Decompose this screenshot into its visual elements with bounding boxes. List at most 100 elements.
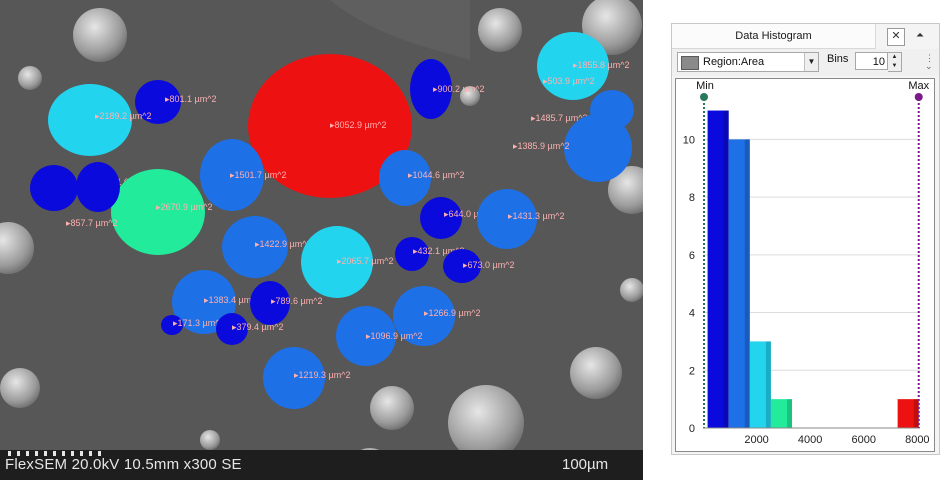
histogram-bar[interactable] [897, 399, 919, 428]
x-tick-label: 4000 [798, 434, 822, 446]
scale-tick [35, 451, 38, 456]
bins-input[interactable]: 10 [855, 52, 888, 70]
grain-region[interactable] [420, 197, 462, 239]
grain-region[interactable] [172, 270, 236, 334]
grain-overlays: ▸801.1 µm^2 ▸8052.9 µm^2 ▸900.2 µm^2 ▸1855.… [30, 32, 634, 409]
grain-region[interactable] [336, 306, 396, 366]
scale-tick [8, 451, 11, 456]
scale-label: 100µm [562, 456, 609, 473]
max-label: Max [908, 80, 929, 92]
panel-title: Data Histogram [672, 24, 876, 49]
x-tick-label: 2000 [744, 434, 768, 446]
min-handle[interactable] [700, 93, 708, 101]
grain-area-label: ▸900.2 µm^2 [433, 84, 484, 94]
grain-area-label: ▸2670.9 µm^2 [156, 202, 212, 212]
grain-region[interactable] [395, 237, 429, 271]
histogram-bar-shade [913, 399, 919, 428]
region-select[interactable]: Region:Area ▼ [677, 52, 819, 72]
grain-region[interactable] [161, 315, 183, 335]
histogram-bar-shade [787, 399, 793, 428]
grain-region[interactable] [30, 165, 78, 211]
y-tick-label: 2 [689, 365, 695, 377]
grain-area-label: ▸1096.9 µm^2 [366, 331, 422, 341]
y-tick-label: 0 [689, 423, 695, 435]
grain-region[interactable] [393, 286, 455, 346]
grain-region[interactable] [135, 80, 181, 124]
grain-area-label: ▸1485.7 µm^2 [531, 113, 587, 123]
grain-region[interactable] [477, 189, 537, 249]
grain-area-label: ▸432.1 µm^2 [413, 246, 464, 256]
grain-area-label: ▸1266.9 µm^2 [424, 308, 480, 318]
scale-tick [53, 451, 56, 456]
grain-region[interactable] [200, 139, 264, 211]
grain-region[interactable] [216, 313, 248, 345]
histogram-bar[interactable] [728, 139, 750, 428]
grain-area-label: ▸1383.4 µm^2 [204, 295, 260, 305]
chevron-down-icon[interactable]: ▼ [804, 53, 818, 71]
grain-region[interactable] [379, 150, 431, 206]
grain-region[interactable] [76, 162, 120, 212]
y-tick-label: 4 [689, 308, 695, 320]
grain-area-label: ▸2189.2 µm^2 [95, 111, 151, 121]
grain-area-label: ▸644.0 µm^2 [444, 209, 495, 219]
grain-region[interactable] [443, 249, 481, 283]
grain-area-label: ▸1431.3 µm^2 [508, 211, 564, 221]
grain-area-label: ▸2065.7 µm^2 [337, 256, 393, 266]
grain-area-label: ▸1385.9 µm^2 [513, 141, 569, 151]
grain-area-label: ▸857.7 µm^2 [66, 218, 117, 228]
histogram-svg: 0 2 4 6 8 10 2000 4000 6000 8000 Min Max [683, 80, 930, 446]
grain-region[interactable] [48, 84, 132, 156]
scale-tick [89, 451, 92, 456]
grain-area-label: ▸801.1 µm^2 [165, 94, 216, 104]
histogram-bar[interactable] [707, 110, 729, 429]
grain-area-label: ▸789.6 µm^2 [271, 296, 322, 306]
bins-spinner[interactable]: ▲ ▼ [888, 52, 902, 72]
bins-label: Bins [827, 53, 849, 65]
histogram-bar[interactable] [749, 341, 771, 428]
histogram-bar-shade [765, 341, 771, 428]
grain-region[interactable] [248, 54, 412, 198]
grain-area-label: ▸1501.7 µm^2 [230, 170, 286, 180]
grain-area-label: ▸673.0 µm^2 [463, 260, 514, 270]
grain-region[interactable] [301, 226, 373, 298]
scale-bar [8, 451, 101, 456]
scale-tick [80, 451, 83, 456]
info-bar: FlexSEM 20.0kV 10.5mm x300 SE 100µm [0, 450, 643, 480]
grain-area-label: ▸1422.9 µm^2 [255, 239, 311, 249]
scale-tick [98, 451, 101, 456]
collapse-icon[interactable]: ⏶ [916, 30, 924, 41]
scale-tick [71, 451, 74, 456]
grain-region[interactable] [263, 347, 325, 409]
region-color-icon [681, 56, 699, 70]
histogram-toolbar: Region:Area ▼ Bins 10 ▲ ▼ ⋮ ⌄ [672, 49, 939, 76]
scale-tick [44, 451, 47, 456]
histogram-bar-shade [744, 139, 750, 428]
y-tick-label: 8 [689, 192, 695, 204]
grain-area-label: ▸1855.8 µm^2 [573, 60, 629, 70]
close-button[interactable]: ✕ [887, 28, 905, 46]
grain-region[interactable] [250, 281, 290, 325]
grain-area-label: ▸503.9 µm^2 [543, 76, 594, 86]
region-select-value: Region:Area [703, 56, 765, 68]
grain-region[interactable] [111, 169, 205, 255]
spin-up-icon[interactable]: ▲ [891, 54, 898, 60]
max-handle[interactable] [914, 93, 923, 101]
grain-region[interactable] [564, 114, 632, 182]
grain-area-label: ▸8052.9 µm^2 [330, 120, 386, 130]
min-label: Min [696, 80, 714, 92]
x-tick-label: 8000 [905, 434, 929, 446]
sem-image-canvas[interactable]: ▸801.1 µm^2 ▸8052.9 µm^2 ▸900.2 µm^2 ▸1855.… [0, 0, 643, 480]
histogram-bar[interactable] [770, 399, 793, 428]
spin-down-icon[interactable]: ▼ [891, 63, 898, 69]
scale-tick [62, 451, 65, 456]
sem-image[interactable]: ▸801.1 µm^2 ▸8052.9 µm^2 ▸900.2 µm^2 ▸1855.… [0, 0, 643, 480]
y-tick-label: 10 [683, 134, 695, 146]
histogram-chart[interactable]: 0 2 4 6 8 10 2000 4000 6000 8000 Min Max [675, 78, 935, 452]
scale-tick [17, 451, 20, 456]
grain-region[interactable] [537, 32, 609, 100]
grain-area-label: ▸379.4 µm^2 [232, 322, 283, 332]
x-tick-label: 6000 [851, 434, 875, 446]
grain-region[interactable] [410, 59, 452, 119]
grain-region[interactable] [222, 216, 288, 278]
overflow-icon[interactable]: ⋮ ⌄ [925, 53, 934, 71]
